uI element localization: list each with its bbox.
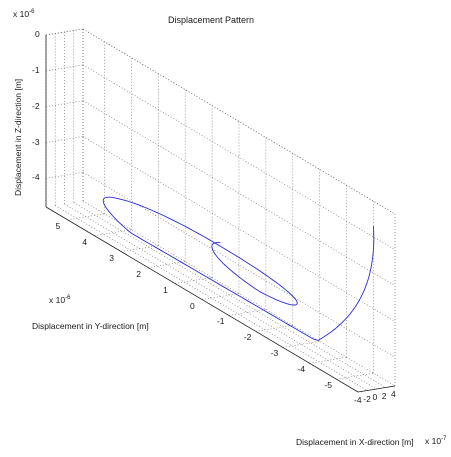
y-tick-label: 3 [109,252,115,263]
box-edge [45,28,84,36]
z-tick-label: -4 [32,172,40,183]
z-multiplier-base: x 10 [13,9,30,19]
x-tick-label: -2 [363,393,371,404]
x-axis-label: Displacement in X-direction [m] [296,437,414,447]
chart-title: Displacement Pattern [168,15,255,25]
z-tick-label: -1 [32,64,40,75]
z-multiplier-exp: -6 [29,9,35,16]
grid-line [228,309,266,316]
y-tick-label: -2 [243,332,252,343]
z-axis-label: Displacement in Z-direction [m] [13,78,23,196]
y-multiplier-base: x 10 [49,295,66,305]
grid-line [45,64,84,72]
box-edge [82,28,396,215]
displacement-curve [102,196,375,341]
grid-line [82,200,396,387]
grid-line [64,203,377,390]
x-multiplier-exp: -7 [441,436,447,443]
z-axis-multiplier: x 10-6 [13,9,34,19]
x-multiplier-base: x 10 [425,436,442,446]
y-tick-label: -3 [270,348,279,359]
y-tick-label: -5 [324,380,333,391]
grid-line [82,64,396,251]
y-multiplier-exp: -6 [65,295,71,302]
y-tick-label: 5 [55,220,61,231]
grid-line [282,341,320,348]
grid-line [148,261,186,268]
y-axis-label: Displacement in Y-direction [m] [32,321,149,331]
y-tick-label: 2 [136,268,141,279]
grid-line [45,136,84,143]
x-axis-multiplier: x 10-7 [425,436,446,446]
y-tick-label: -4 [297,364,306,375]
grid-line [55,205,368,391]
y-axis-line [45,206,359,393]
y-axis-multiplier: x 10-6 [49,295,70,305]
y-tick-label: 4 [82,236,88,247]
grid-line [94,229,132,237]
z-tick-label: 0 [35,29,40,39]
x-tick-label: 2 [381,390,387,401]
y-tick-label: -1 [216,316,225,327]
x-axis-line [357,385,396,393]
z-tick-label: -3 [32,136,40,147]
x-tick-label: 0 [372,392,378,402]
z-tick-label: -2 [32,100,40,111]
grid-line [336,372,374,380]
grid-line [201,293,240,300]
grid-line [67,213,105,221]
x-tick-label: -4 [354,395,362,405]
grid-line [73,202,386,388]
x-tick-label: 4 [391,389,396,399]
y-tick-label: 1 [163,284,168,295]
grid-line [82,100,396,286]
axes-box [45,35,396,393]
series-line [102,196,375,341]
y-tick-label: 0 [190,300,195,311]
grid-line [45,172,84,179]
grid-line [82,136,396,322]
grid-line [45,100,84,107]
grid-lines [45,28,396,393]
